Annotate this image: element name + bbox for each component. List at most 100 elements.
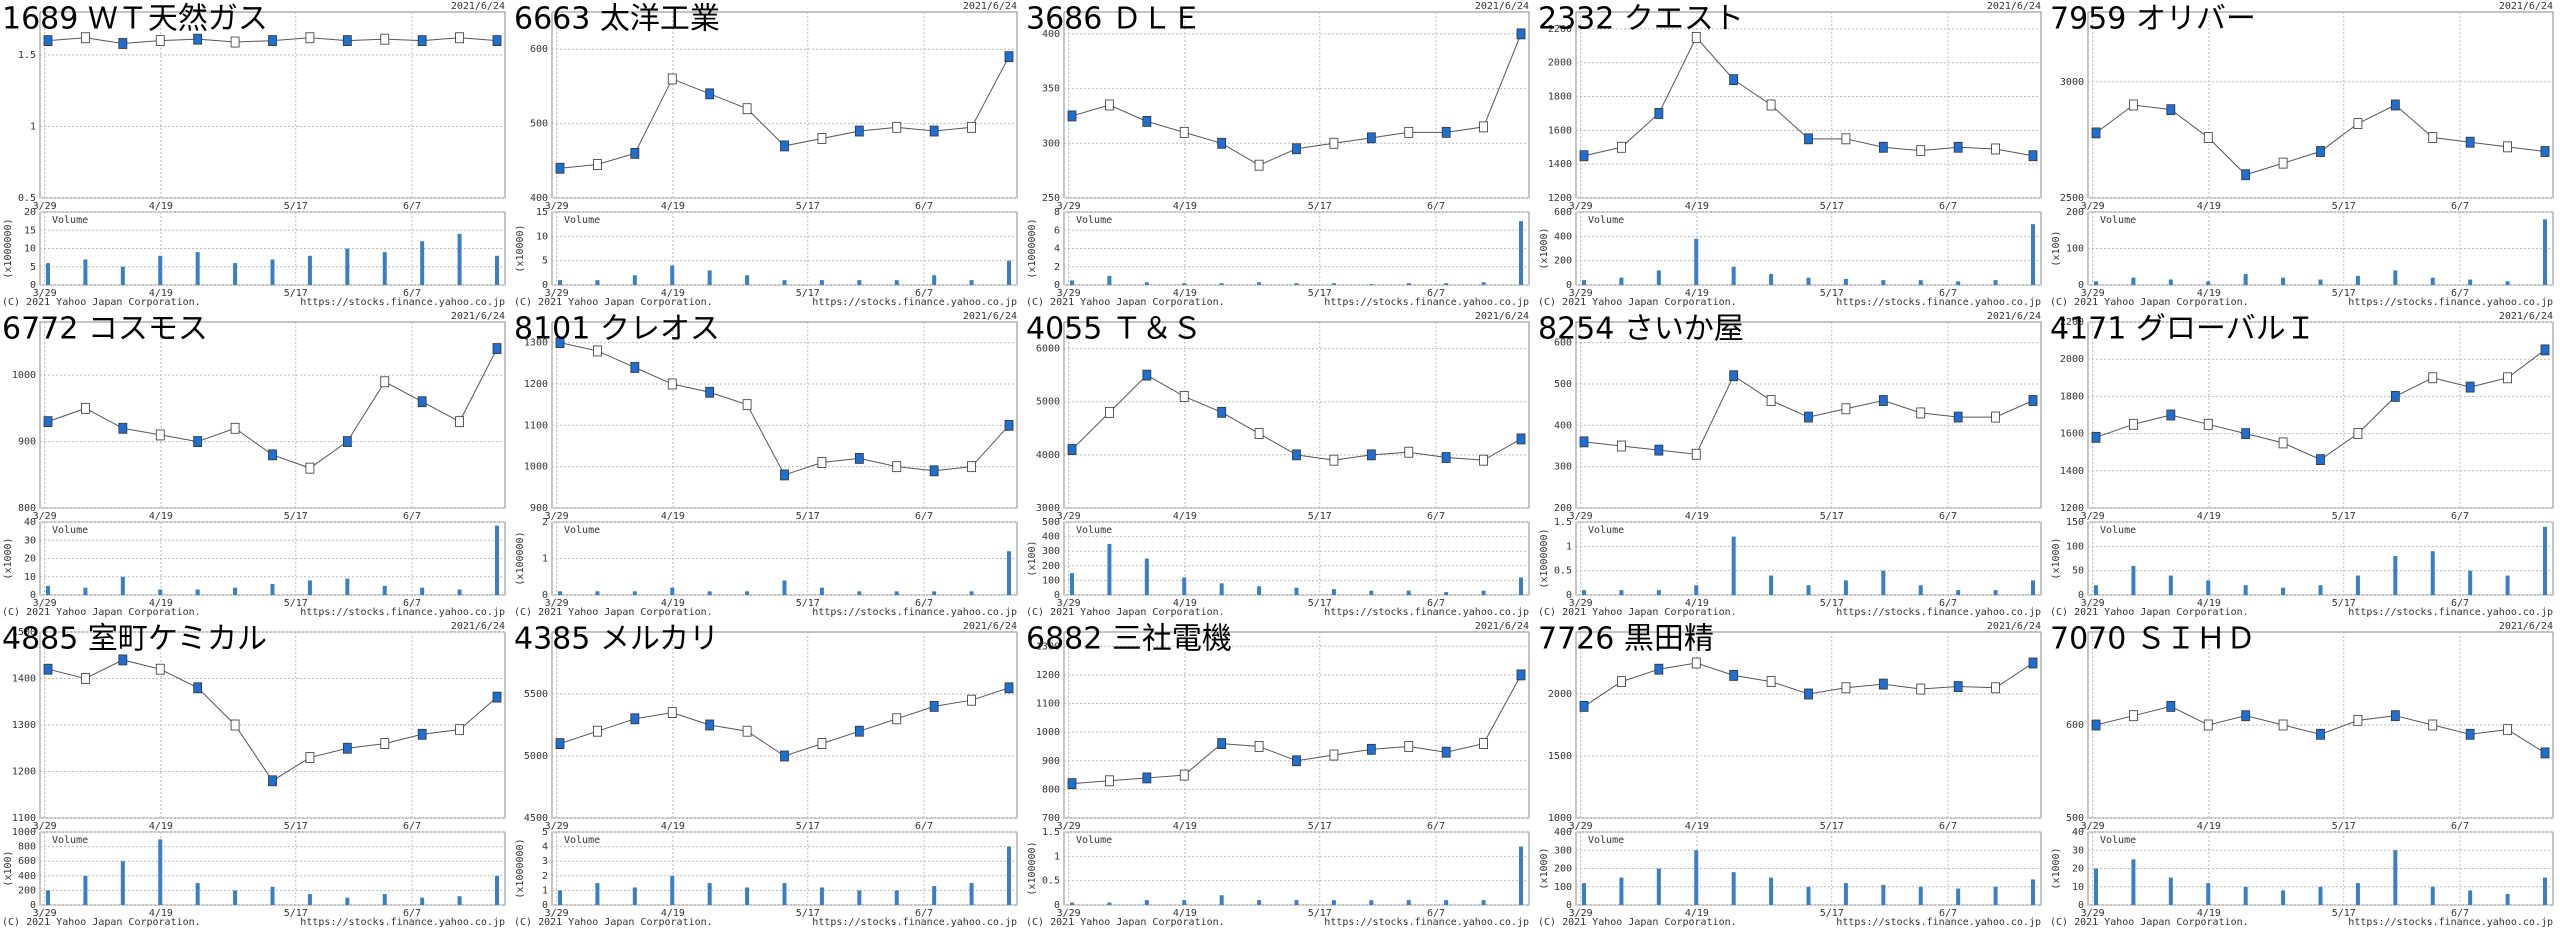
volume-bar [1956, 281, 1961, 285]
volume-label: Volume [1076, 835, 1112, 846]
stock-panel: 3/29 4/19 5/17 6/7 3/29 4/19 5/17 6/7 2500 3000 0 1… [2050, 1, 2554, 308]
volume-tick-label: 0 [1566, 900, 1572, 911]
price-candle [1991, 143, 2000, 155]
volume-bar [558, 280, 562, 285]
volume-bar [894, 591, 899, 595]
y-tick-label: 2200 [1548, 24, 1572, 35]
y-tick-label: 400 [1042, 29, 1060, 40]
price-line [559, 56, 1010, 169]
volume-bar [2094, 868, 2098, 905]
volume-bar [2031, 879, 2035, 905]
volume-bar [420, 897, 425, 905]
x-tick-label: 3/29 [2081, 821, 2105, 832]
y-tick-label: 2000 [1548, 58, 1572, 69]
stock-title: 4055 Ｔ＆Ｓ [1026, 312, 1202, 347]
x-tick-label: 6/7 [915, 908, 933, 919]
volume-tick-label: 0 [2078, 900, 2084, 911]
source-url: https://stocks.finance.yahoo.co.jp [1324, 297, 1529, 308]
price-candle [2091, 719, 2101, 731]
source-url: https://stocks.finance.yahoo.co.jp [300, 917, 505, 928]
volume-unit: (x1000) [2051, 537, 2062, 579]
price-candle [667, 378, 677, 390]
x-tick-label: 4/19 [2197, 598, 2221, 609]
price-candle [1217, 137, 1227, 149]
volume-tick-label: 2 [542, 871, 548, 882]
price-candle [1729, 670, 1739, 681]
price-candle [854, 125, 864, 137]
x-tick-label: 6/7 [2451, 908, 2469, 919]
price-candle [1878, 395, 1888, 406]
x-tick-label: 3/29 [33, 511, 57, 522]
volume-bar [2094, 585, 2098, 595]
price-candle [892, 713, 902, 725]
price-candle [1217, 406, 1227, 418]
x-tick-label: 5/17 [284, 511, 308, 522]
y-tick-label: 350 [1042, 84, 1060, 95]
volume-bar [195, 252, 200, 285]
y-tick-label: 1300 [524, 338, 548, 349]
x-tick-label: 4/19 [661, 821, 685, 832]
price-candle [193, 436, 203, 447]
price-candle [817, 133, 827, 144]
volume-bar [2430, 551, 2435, 595]
plot-frame [39, 321, 506, 509]
source-url: https://stocks.finance.yahoo.co.jp [2348, 607, 2553, 618]
volume-label: Volume [52, 525, 88, 536]
price-candle [1067, 110, 1077, 122]
x-tick-label: 5/17 [284, 821, 308, 832]
volume-bar [2168, 575, 2173, 595]
x-tick-label: 4/19 [661, 511, 685, 522]
price-candle [43, 416, 53, 428]
volume-label: Volume [564, 835, 600, 846]
volume-bar [1331, 900, 1336, 905]
volume-bar [1656, 590, 1661, 595]
price-candle [1329, 454, 1339, 466]
x-tick-label: 4/19 [1173, 821, 1197, 832]
price-candle [2390, 710, 2400, 722]
volume-tick-label: 400 [1042, 532, 1060, 543]
source-url: https://stocks.finance.yahoo.co.jp [2348, 917, 2553, 928]
x-tick-label: 6/7 [1939, 598, 1957, 609]
volume-tick-label: 1 [1566, 541, 1572, 552]
volume-bar [1070, 280, 1074, 285]
copyright: (C) 2021 Yahoo Japan Corporation. [2, 297, 201, 308]
stock-title: 4385 メルカリ [514, 622, 719, 657]
price-candle [2353, 428, 2363, 440]
volume-bar [2505, 894, 2510, 905]
copyright: (C) 2021 Yahoo Japan Corporation. [514, 917, 713, 928]
volume-unit: (x10000) [515, 224, 526, 272]
y-tick-label: 600 [530, 44, 548, 55]
volume-unit: (x1000) [1539, 847, 1550, 889]
date-label: 2021/6/24 [1475, 1, 1529, 12]
volume-bar [1007, 551, 1011, 595]
volume-tick-label: 150 [2066, 517, 2084, 528]
volume-bar [2131, 277, 2136, 285]
y-tick-label: 1300 [12, 720, 36, 731]
volume-unit: (x1000000) [1539, 528, 1550, 588]
price-candle [630, 713, 640, 725]
price-candle [268, 775, 277, 787]
volume-bar [1219, 895, 1224, 905]
price-candle [118, 422, 128, 434]
plot-frame [2087, 321, 2554, 509]
x-tick-label: 6/7 [403, 908, 421, 919]
volume-tick-label: 0 [2078, 590, 2084, 601]
x-tick-label: 4/19 [1173, 201, 1197, 212]
price-candle [1292, 143, 1301, 155]
volume-tick-label: 20 [24, 207, 36, 218]
x-tick-label: 3/29 [1569, 598, 1593, 609]
volume-bar [2393, 270, 2398, 285]
x-tick-label: 4/19 [1685, 908, 1709, 919]
y-tick-label: 400 [530, 193, 548, 204]
volume-bar [495, 255, 499, 285]
price-candle [1654, 663, 1664, 675]
price-candle [1179, 769, 1189, 781]
volume-bar [894, 890, 899, 905]
volume-unit: (x100) [3, 850, 14, 886]
volume-bar [670, 875, 675, 905]
x-tick-label: 6/7 [1427, 511, 1445, 522]
copyright: (C) 2021 Yahoo Japan Corporation. [2, 917, 201, 928]
volume-tick-label: 0 [542, 280, 548, 291]
price-candle [2203, 719, 2213, 731]
volume-bar [1769, 575, 1774, 595]
